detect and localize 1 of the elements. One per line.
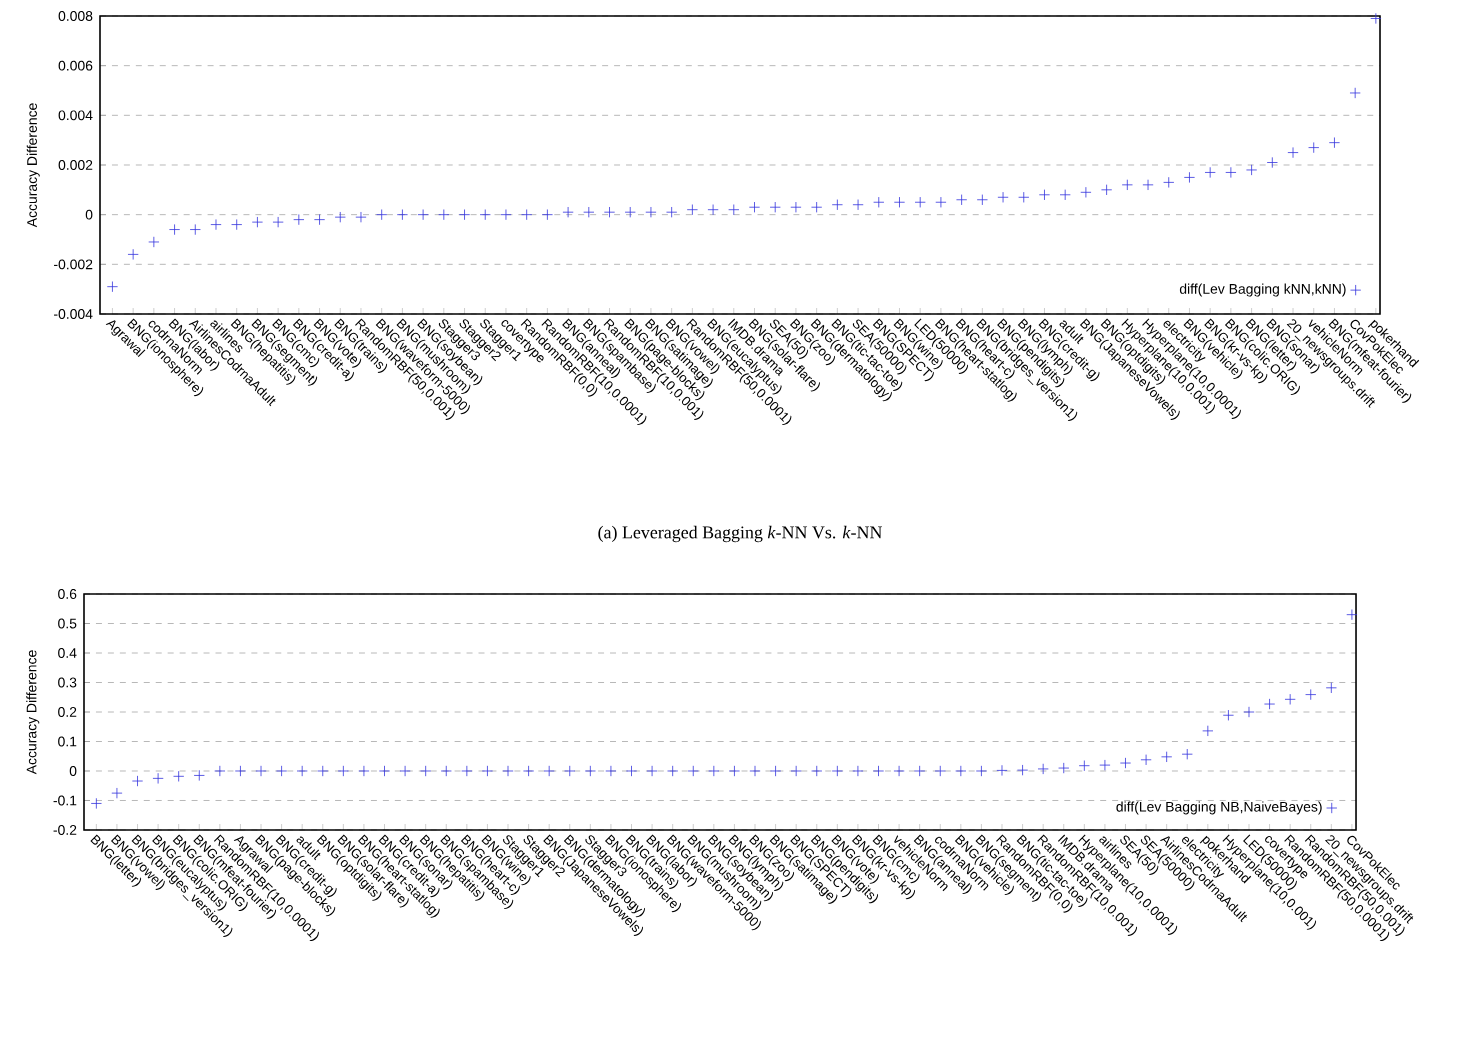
text: (a) Leveraged Bagging k-NN Vs. k-NN bbox=[598, 525, 883, 543]
